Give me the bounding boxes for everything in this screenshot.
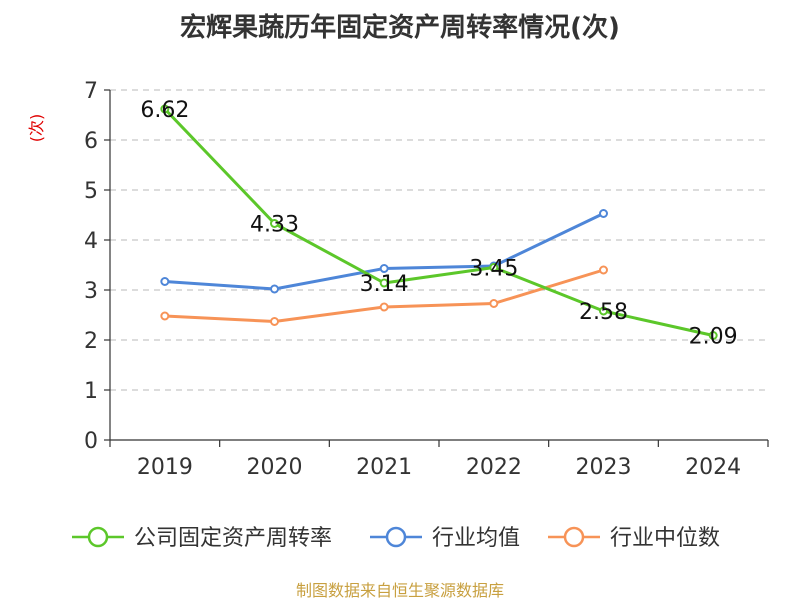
- data-label: 4.33: [250, 213, 299, 238]
- data-label: 2.09: [689, 325, 738, 350]
- x-tick-label: 2019: [137, 455, 193, 480]
- y-tick-label: 2: [84, 329, 98, 354]
- y-tick-label: 5: [84, 179, 98, 204]
- data-point: [599, 306, 608, 316]
- legend-label: 公司固定资产周转率: [134, 526, 332, 551]
- data-point: [379, 302, 389, 312]
- y-tick-label: 3: [84, 279, 98, 304]
- y-tick-label: 1: [84, 379, 98, 404]
- legend-marker: [87, 526, 109, 548]
- data-label: 3.14: [360, 272, 409, 297]
- x-tick-label: 2022: [466, 455, 522, 480]
- data-point: [708, 331, 718, 340]
- data-point: [270, 317, 279, 326]
- data-point: [379, 264, 389, 273]
- x-tick-label: 2024: [685, 455, 741, 480]
- legend-marker: [563, 526, 585, 548]
- data-point: [489, 299, 499, 308]
- data-point: [160, 311, 170, 321]
- data-point: [270, 219, 279, 228]
- chart-title: 宏辉果蔬历年固定资产周转率情况(次): [180, 12, 620, 43]
- series-line-0: [163, 107, 714, 337]
- x-tick-label: 2020: [247, 455, 303, 480]
- legend: 公司固定资产周转率 行业均值 行业中位数: [72, 526, 720, 551]
- data-label: 6.62: [140, 98, 189, 123]
- y-tick-label: 0: [84, 429, 98, 454]
- y-axis-label: (次): [27, 114, 46, 143]
- data-point: [160, 277, 170, 286]
- legend-marker: [385, 526, 407, 548]
- legend-label: 行业中位数: [610, 526, 720, 551]
- data-point: [160, 104, 170, 114]
- y-tick-label: 6: [84, 129, 98, 154]
- y-tick-label: 7: [84, 79, 98, 104]
- gridlines: [110, 89, 768, 391]
- data-label: 3.45: [469, 257, 518, 282]
- source-note: 制图数据来自恒生聚源数据库: [296, 581, 504, 600]
- data-point: [270, 284, 279, 294]
- x-tick-label: 2023: [576, 455, 632, 480]
- data-point: [489, 263, 499, 272]
- data-point: [379, 278, 389, 288]
- axes: 0 1 2 3 4 5 6 7 2019 2020 2021 2022 2023 2024: [84, 79, 769, 480]
- data-labels: 6.62 4.33 3.14 3.45 2.58 2.09: [140, 98, 737, 350]
- x-tick-label: 2021: [356, 455, 412, 480]
- data-point: [599, 265, 608, 275]
- legend-label: 行业均值: [432, 526, 520, 551]
- series-lines: [160, 104, 718, 340]
- y-tick-label: 4: [84, 229, 98, 254]
- data-label: 2.58: [579, 300, 628, 325]
- data-point: [599, 209, 608, 218]
